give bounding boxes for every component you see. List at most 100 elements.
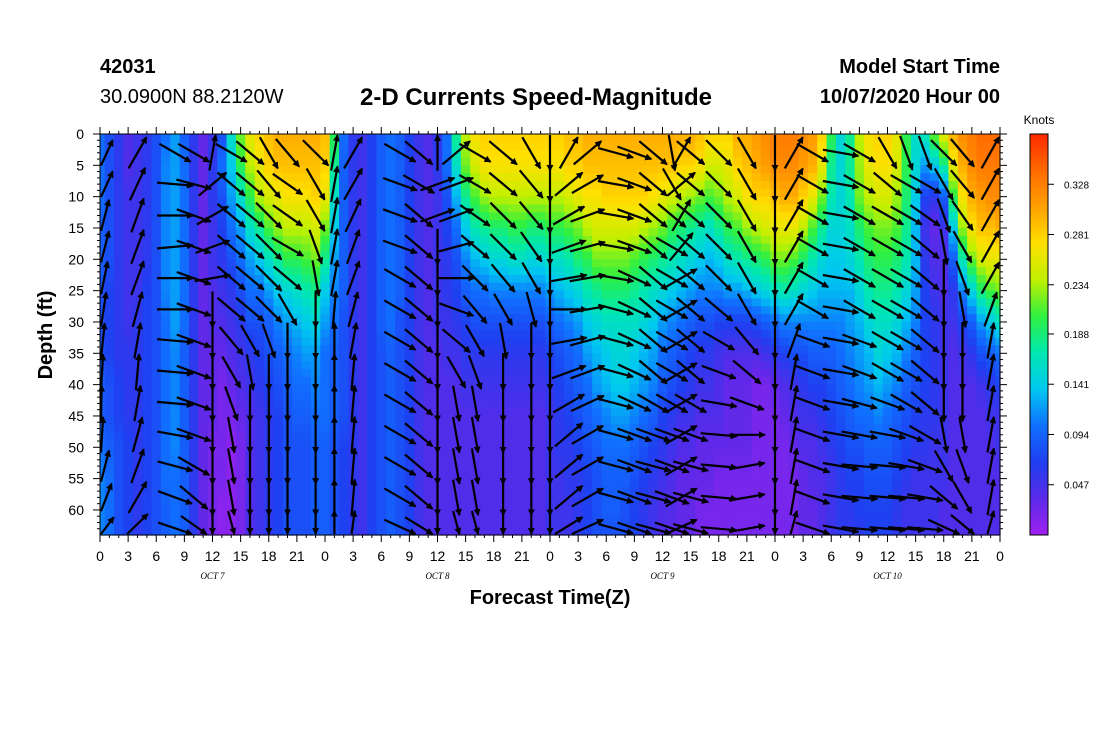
speed-cell	[760, 274, 771, 284]
speed-cell	[967, 478, 978, 488]
speed-cell	[685, 376, 696, 386]
speed-cell	[367, 274, 378, 284]
speed-cell	[854, 196, 865, 206]
speed-cell	[864, 329, 875, 339]
speed-cell	[376, 321, 387, 331]
speed-cell	[901, 478, 912, 488]
speed-cell	[100, 494, 106, 503]
speed-cell	[189, 321, 200, 331]
speed-cell	[751, 282, 762, 292]
speed-cell	[760, 455, 771, 464]
speed-cell	[376, 227, 387, 237]
speed-cell	[189, 282, 200, 292]
speed-cell	[901, 298, 912, 307]
speed-cell	[807, 470, 818, 480]
speed-cell	[685, 509, 696, 517]
speed-cell	[864, 368, 875, 378]
speed-cell	[292, 470, 303, 480]
speed-cell	[292, 361, 303, 370]
speed-cell	[160, 298, 171, 307]
speed-cell	[789, 188, 800, 198]
speed-cell	[282, 220, 293, 229]
speed-cell	[348, 204, 359, 213]
speed-cell	[142, 227, 153, 237]
speed-cell	[639, 337, 650, 347]
speed-cell	[170, 522, 181, 530]
speed-cell	[170, 235, 181, 245]
speed-cell	[292, 486, 303, 495]
speed-cell	[357, 486, 368, 495]
speed-cell	[357, 235, 368, 245]
speed-cell	[817, 516, 828, 524]
speed-cell	[864, 408, 875, 417]
speed-cell	[882, 509, 893, 517]
speed-cell	[517, 516, 528, 524]
speed-cell	[123, 408, 134, 417]
speed-cell	[160, 455, 171, 464]
speed-cell	[948, 235, 959, 245]
speed-cell	[301, 502, 312, 511]
speed-cell	[245, 141, 256, 151]
speed-cell	[151, 353, 162, 362]
speed-cell	[376, 522, 387, 530]
speed-cell	[873, 447, 884, 456]
speed-cell	[639, 384, 650, 394]
speed-cell	[320, 462, 331, 472]
speed-cell	[582, 188, 593, 198]
speed-cell	[704, 509, 715, 517]
speed-cell	[704, 173, 715, 182]
speed-cell	[479, 392, 490, 401]
speed-cell	[235, 353, 246, 362]
speed-cell	[132, 220, 143, 229]
speed-cell	[648, 415, 659, 425]
speed-cell	[657, 392, 668, 401]
speed-cell	[967, 462, 978, 472]
speed-cell	[339, 290, 350, 300]
speed-cell	[189, 235, 200, 245]
speed-cell	[357, 470, 368, 480]
speed-cell	[226, 141, 237, 151]
speed-cell	[179, 227, 190, 237]
speed-cell	[254, 337, 265, 347]
speed-cell	[160, 134, 171, 143]
speed-cell	[732, 509, 743, 517]
speed-cell	[873, 251, 884, 260]
speed-cell	[714, 227, 725, 237]
speed-cell	[339, 470, 350, 480]
speed-cell	[310, 227, 321, 237]
speed-cell	[100, 408, 106, 417]
speed-cell	[714, 282, 725, 292]
speed-cell	[123, 423, 134, 433]
speed-cell	[273, 486, 284, 495]
speed-cell	[826, 522, 837, 530]
speed-cell	[610, 478, 621, 488]
speed-cell	[826, 212, 837, 221]
speed-cell	[114, 267, 125, 276]
speed-cell	[100, 259, 106, 268]
speed-cell	[760, 134, 771, 143]
speed-cell	[273, 141, 284, 151]
speed-cell	[339, 149, 350, 159]
speed-cell	[714, 157, 725, 166]
speed-cell	[104, 243, 115, 253]
speed-cell	[123, 384, 134, 394]
speed-cell	[179, 502, 190, 511]
speed-cell	[742, 361, 753, 370]
speed-cell	[929, 157, 940, 166]
speed-cell	[582, 353, 593, 362]
speed-cell	[601, 415, 612, 425]
speed-cell	[301, 455, 312, 464]
speed-cell	[160, 431, 171, 441]
speed-cell	[395, 290, 406, 300]
speed-cell	[929, 423, 940, 433]
speed-cell	[179, 439, 190, 448]
speed-cell	[920, 267, 931, 276]
speed-cell	[292, 478, 303, 488]
speed-cell	[676, 400, 687, 409]
speed-cell	[742, 423, 753, 433]
speed-cell	[957, 220, 968, 229]
speed-cell	[489, 400, 500, 409]
speed-cell	[498, 345, 509, 354]
speed-cell	[892, 290, 903, 300]
speed-cell	[123, 314, 134, 323]
